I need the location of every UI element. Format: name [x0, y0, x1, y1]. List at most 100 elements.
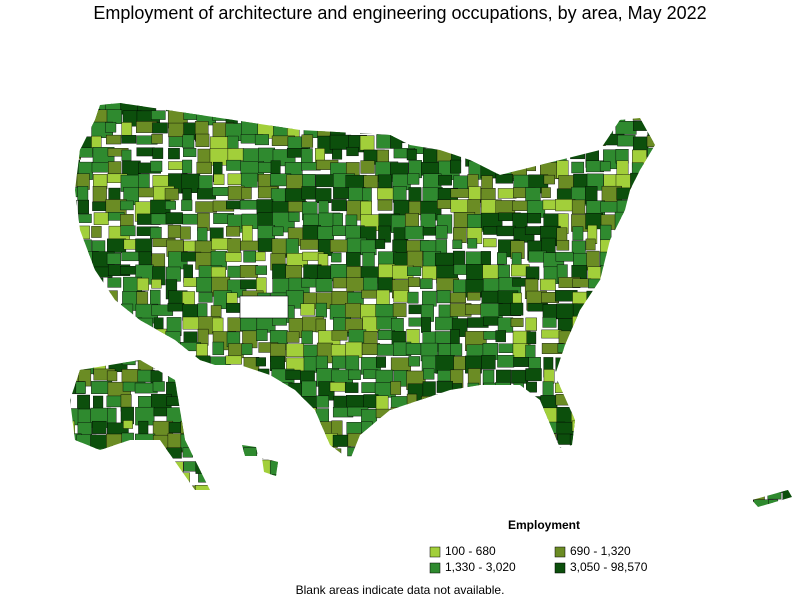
area: [663, 109, 677, 129]
area: [180, 226, 191, 240]
area: [753, 103, 764, 109]
area: [150, 473, 170, 493]
area: [363, 175, 379, 189]
area: [362, 447, 379, 461]
area: [256, 473, 269, 492]
area: [254, 134, 269, 146]
area: [599, 161, 611, 172]
area: [572, 121, 589, 137]
area: [663, 238, 678, 253]
area: [467, 108, 477, 123]
area: [704, 355, 721, 372]
area: [676, 251, 692, 269]
area: [630, 355, 648, 375]
area: [646, 278, 666, 297]
area: [722, 407, 744, 425]
area: [705, 396, 729, 407]
area: [225, 420, 242, 437]
area: [693, 187, 709, 198]
area: [467, 409, 485, 424]
area: [210, 381, 221, 390]
area: [601, 473, 611, 493]
area: [585, 317, 608, 329]
area: [660, 485, 684, 500]
area: [780, 395, 792, 408]
area: [315, 278, 333, 292]
area: [525, 187, 541, 202]
area: [585, 355, 602, 367]
area: [614, 211, 634, 232]
area: [257, 459, 272, 475]
area: [375, 356, 387, 368]
area: [525, 368, 542, 382]
area: [632, 342, 654, 358]
area: [107, 238, 127, 253]
area: [661, 135, 679, 147]
area: [70, 486, 79, 505]
area: [315, 103, 331, 109]
area: [198, 435, 216, 453]
area: [599, 251, 612, 268]
area: [616, 103, 633, 115]
area: [705, 237, 716, 253]
area: [482, 369, 495, 390]
area: [255, 382, 271, 391]
area: [391, 422, 402, 437]
area: [152, 381, 165, 392]
area: [527, 110, 551, 128]
area: [227, 148, 244, 161]
area: [467, 448, 482, 468]
area: [70, 303, 82, 312]
area: [631, 472, 643, 485]
area: [302, 108, 324, 124]
area: [180, 407, 196, 417]
area: [663, 103, 685, 117]
area: [706, 172, 725, 187]
area: [542, 486, 564, 507]
area: [646, 103, 660, 112]
area: [632, 199, 643, 215]
area: [765, 213, 781, 222]
area: [225, 103, 238, 110]
area: [632, 329, 650, 341]
area: [586, 123, 599, 143]
area: [70, 317, 72, 328]
area: [271, 407, 291, 419]
area: [722, 225, 740, 244]
area: [631, 434, 646, 455]
area: [752, 434, 772, 450]
area: [690, 484, 706, 500]
area: [436, 500, 451, 507]
area: [528, 474, 544, 494]
area: [406, 409, 427, 428]
area: [167, 302, 185, 312]
area: [721, 394, 745, 413]
area: [601, 459, 613, 478]
area: [77, 103, 95, 110]
area: [543, 369, 555, 384]
area: [225, 369, 248, 384]
area: [70, 448, 71, 462]
area: [615, 356, 638, 374]
area: [692, 238, 713, 252]
area: [706, 486, 725, 499]
area: [676, 420, 696, 438]
area: [435, 133, 446, 144]
area: [693, 409, 706, 425]
area: [497, 135, 514, 151]
area: [617, 394, 641, 413]
area: [301, 380, 317, 399]
area: [734, 433, 747, 451]
area: [422, 409, 436, 426]
area: [660, 383, 677, 401]
area: [152, 147, 164, 159]
area: [480, 122, 505, 137]
area: [240, 316, 257, 331]
area: [450, 433, 473, 450]
area: [107, 277, 122, 288]
area: [526, 459, 537, 470]
area: [603, 369, 622, 384]
area: [361, 433, 380, 455]
area: [480, 134, 498, 151]
area: [708, 343, 728, 362]
